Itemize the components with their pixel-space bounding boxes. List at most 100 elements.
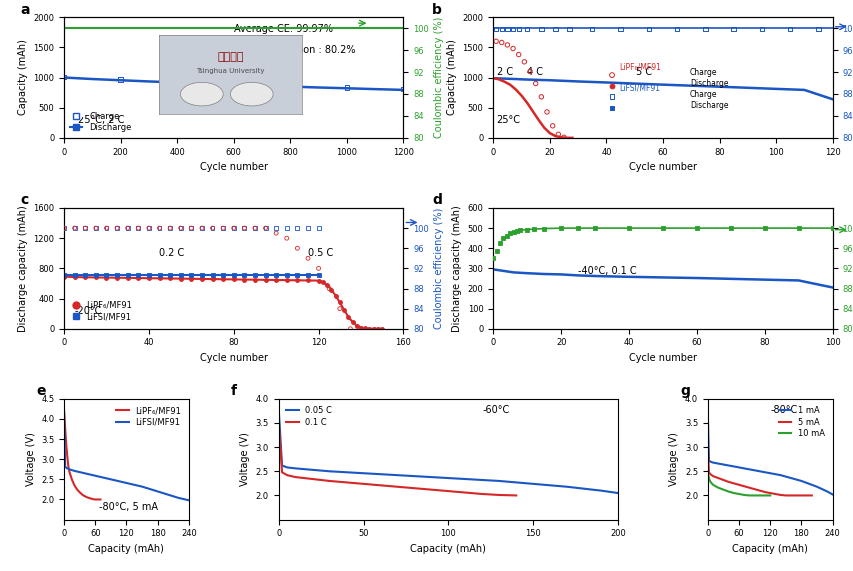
Point	[89, 271, 102, 280]
Text: 25°C, 2 C: 25°C, 2 C	[78, 115, 124, 126]
Point	[121, 223, 135, 232]
Point	[269, 275, 282, 284]
Point	[258, 223, 272, 232]
Point	[248, 271, 262, 280]
Point	[248, 223, 262, 232]
Point	[67, 223, 81, 232]
Point	[100, 223, 113, 232]
Point	[131, 223, 145, 232]
Point	[237, 223, 251, 232]
Point	[78, 223, 92, 232]
Y-axis label: Voltage (V): Voltage (V)	[669, 432, 678, 486]
Text: 0.2 C: 0.2 C	[159, 248, 184, 258]
Point	[311, 271, 325, 280]
Point	[320, 280, 334, 289]
Point	[153, 223, 166, 232]
Point	[301, 271, 315, 280]
Point	[487, 133, 501, 142]
Point	[396, 85, 409, 94]
Point	[341, 312, 355, 321]
Point	[698, 25, 711, 34]
Point	[489, 37, 502, 46]
Point	[153, 274, 166, 283]
Point	[131, 274, 145, 283]
X-axis label: Cycle number: Cycle number	[200, 162, 268, 172]
Point	[184, 223, 198, 232]
Point	[290, 271, 304, 280]
Point	[534, 93, 548, 102]
Point	[540, 107, 554, 116]
Legend: LiPF₆/MF91, LiFSI/MF91: LiPF₆/MF91, LiFSI/MF91	[68, 297, 136, 324]
Point	[345, 317, 359, 327]
Text: -80°C, 5 mA: -80°C, 5 mA	[99, 502, 158, 512]
Point	[283, 82, 297, 91]
X-axis label: Cycle number: Cycle number	[200, 353, 268, 363]
Text: g: g	[680, 384, 689, 398]
Point	[100, 271, 113, 280]
Point	[131, 271, 145, 280]
Point	[206, 223, 219, 232]
Point	[174, 274, 188, 283]
Point	[519, 225, 533, 234]
Point	[622, 223, 635, 232]
Point	[142, 271, 155, 280]
Point	[142, 274, 155, 283]
Text: f: f	[231, 384, 237, 398]
Point	[280, 234, 293, 243]
Point	[513, 226, 526, 235]
Text: d: d	[432, 194, 442, 207]
Point	[371, 324, 385, 333]
Point	[324, 285, 338, 294]
Point	[67, 271, 81, 280]
Point	[506, 44, 519, 53]
Point	[493, 239, 507, 248]
Point	[227, 275, 241, 284]
Point	[153, 271, 166, 280]
Point	[57, 223, 71, 232]
X-axis label: Capacity (mAh): Capacity (mAh)	[89, 544, 164, 554]
Text: Average CE: 99.97%: Average CE: 99.97%	[234, 23, 333, 34]
Point	[526, 224, 540, 234]
Point	[534, 25, 548, 34]
Point	[358, 324, 372, 333]
Point	[184, 271, 198, 280]
Point	[554, 223, 567, 232]
Text: -80°C: -80°C	[769, 405, 797, 415]
Text: -40°C, 0.1 C: -40°C, 0.1 C	[577, 267, 636, 276]
Point	[350, 321, 363, 330]
Point	[301, 254, 315, 263]
Point	[506, 25, 519, 34]
Point	[163, 271, 177, 280]
Point	[237, 271, 251, 280]
Point	[248, 275, 262, 284]
Point	[113, 75, 127, 84]
Point	[237, 275, 251, 284]
Y-axis label: Capacity (mAh): Capacity (mAh)	[446, 39, 456, 115]
Point	[290, 244, 304, 253]
X-axis label: Cycle number: Cycle number	[628, 353, 696, 363]
Point	[511, 25, 525, 34]
Point	[206, 271, 219, 280]
Point	[163, 223, 177, 232]
Point	[206, 275, 219, 284]
Point	[655, 223, 669, 232]
Point	[754, 25, 768, 34]
Point	[519, 25, 533, 34]
Point	[78, 223, 92, 232]
Point	[57, 223, 71, 232]
X-axis label: Cycle number: Cycle number	[628, 162, 696, 172]
Point	[89, 223, 102, 232]
Point	[194, 275, 208, 284]
Point	[57, 271, 71, 280]
Point	[528, 79, 542, 88]
Point	[67, 272, 81, 282]
Point	[301, 223, 315, 232]
Y-axis label: Voltage (V): Voltage (V)	[240, 432, 250, 486]
Point	[562, 25, 576, 34]
Point	[311, 223, 325, 232]
Point	[354, 323, 368, 332]
Point	[100, 273, 113, 282]
Point	[216, 223, 229, 232]
Point	[509, 227, 523, 236]
Point	[227, 271, 241, 280]
